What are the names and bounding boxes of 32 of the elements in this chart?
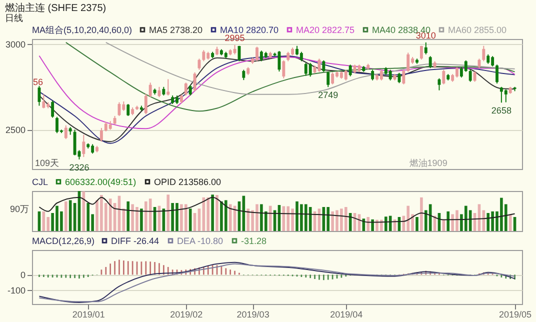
y-tick-label: 2500 bbox=[5, 125, 26, 136]
chart-title: 燃油主连 (SHFE 2375) bbox=[4, 2, 106, 14]
annotation: 2995 bbox=[224, 32, 245, 43]
annotation: 109天 bbox=[35, 158, 60, 168]
annotation: 燃油1909 bbox=[409, 158, 448, 168]
legend-label: 606332.00(49:51) bbox=[65, 176, 136, 187]
annotation: 2658 bbox=[491, 106, 512, 116]
x-tick-label: 2019/04 bbox=[330, 310, 363, 320]
legend-label: DEA -10.80 bbox=[177, 236, 224, 246]
legend-label: DIFF -26.44 bbox=[111, 236, 160, 246]
y-tick-label: -100 bbox=[7, 286, 26, 296]
legend-title: MACD(12,26,9) bbox=[32, 236, 95, 246]
legend-label: -31.28 bbox=[241, 236, 267, 246]
legend-label: MA40 2838.40 bbox=[372, 24, 431, 35]
legend-label: MA20 2822.75 bbox=[296, 24, 355, 35]
x-tick-label: 2019/01 bbox=[72, 310, 105, 320]
legend-label: MA10 2820.70 bbox=[220, 24, 279, 35]
annotation: 2326 bbox=[69, 162, 90, 172]
y-tick-label: 0 bbox=[20, 270, 26, 280]
legend-label: MA60 2855.00 bbox=[448, 24, 507, 35]
y-tick-label: 3000 bbox=[5, 40, 26, 50]
legend-title: CJL bbox=[32, 177, 48, 187]
x-tick-label: 2019/03 bbox=[236, 310, 270, 320]
x-tick-label: 2019/02 bbox=[170, 310, 203, 320]
annotation: 56 bbox=[33, 76, 44, 87]
annotation: 2749 bbox=[318, 90, 338, 100]
x-tick-label: 2019/05 bbox=[499, 310, 532, 320]
chart-subtitle: 日线 bbox=[4, 13, 23, 23]
legend-title: MA组合(5,10,20,40,60,0) bbox=[32, 25, 132, 35]
legend-label: MA5 2738.20 bbox=[149, 24, 203, 35]
text: 90万 bbox=[10, 204, 29, 214]
legend-label: OPID 213586.00 bbox=[154, 176, 222, 187]
